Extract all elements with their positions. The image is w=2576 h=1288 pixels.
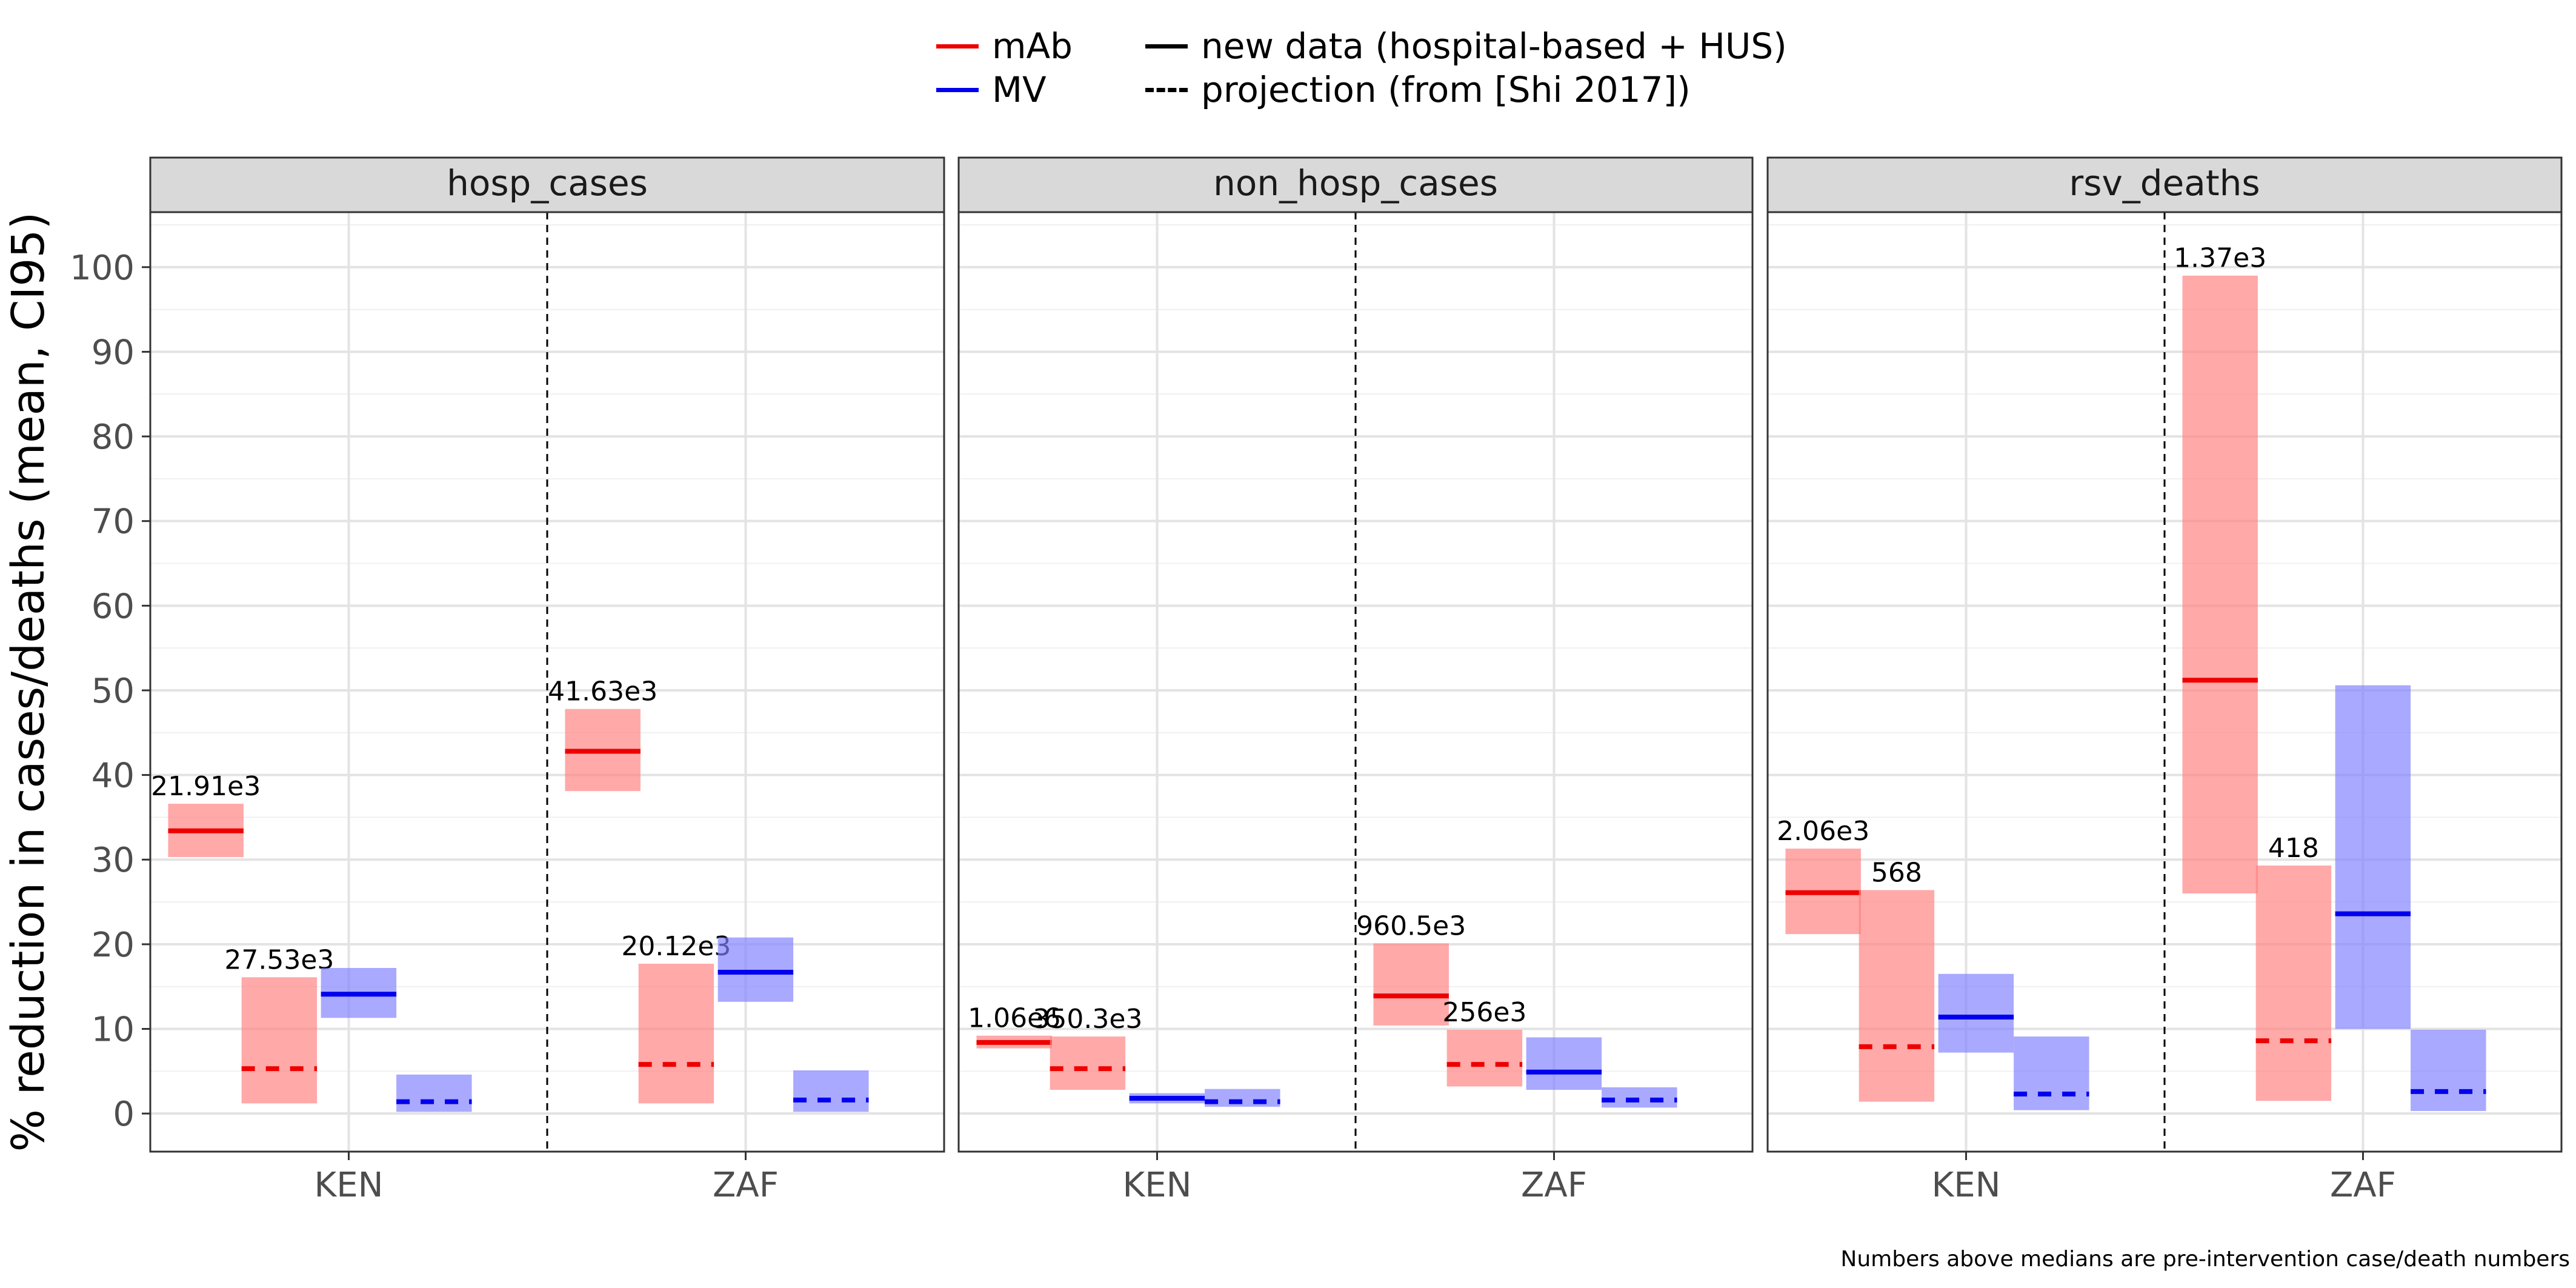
ci-box-mv-zaf <box>2411 1029 2486 1111</box>
data-label: 20.12e3 <box>621 931 731 962</box>
ci-box-mab-zaf <box>2255 866 2332 1101</box>
y-tick-label: 20 <box>92 926 135 965</box>
x-tick-label-zaf: ZAF <box>1521 1166 1587 1205</box>
panel-border <box>957 211 1754 1153</box>
ci-box-mab-zaf <box>638 964 714 1104</box>
x-tick-label-ken: KEN <box>1932 1166 2001 1205</box>
x-tick-label-zaf: ZAF <box>713 1166 779 1205</box>
ci-box-mv-ken <box>1938 973 2014 1053</box>
data-label: 256e3 <box>1442 997 1526 1028</box>
y-tick-label: 50 <box>92 672 135 711</box>
legend-swatch-dashed <box>1145 87 1188 92</box>
y-tick-label: 40 <box>92 756 135 796</box>
panel-strip <box>149 156 945 213</box>
ci-box-mab-ken <box>241 977 318 1104</box>
panel-title-rsv_deaths: rsv_deaths <box>2069 162 2260 204</box>
y-tick-label: 80 <box>92 418 135 457</box>
legend-label-mv: MV <box>992 69 1047 110</box>
y-tick-label: 100 <box>70 249 135 288</box>
legend-entry-mv: MV <box>936 68 1073 112</box>
panel-strip <box>957 156 1754 213</box>
legend-label-solid: new data (hospital-based + HUS) <box>1201 25 1787 67</box>
y-tick-label: 0 <box>113 1095 135 1134</box>
legend-swatch-mab <box>936 44 979 48</box>
legend-entry-solid: new data (hospital-based + HUS) <box>1145 24 1787 68</box>
ci-box-mv-zaf <box>717 937 794 1002</box>
legend-linetype: new data (hospital-based + HUS) projecti… <box>1145 24 1787 112</box>
panel-border <box>1766 211 2563 1153</box>
data-label: 1.06e6 <box>968 1003 1060 1034</box>
x-tick-label-ken: KEN <box>315 1166 384 1205</box>
ci-box-mv-zaf <box>793 1070 869 1112</box>
data-label: 27.53e3 <box>224 944 334 975</box>
y-tick-label: 70 <box>92 502 135 542</box>
data-label: 41.63e3 <box>548 676 657 707</box>
legend-entry-dashed: projection (from [Shi 2017]) <box>1145 68 1787 112</box>
ci-box-mab-zaf <box>2182 275 2258 894</box>
ci-box-mab-zaf <box>1373 943 1449 1026</box>
ci-box-mv-zaf <box>1526 1037 1602 1090</box>
ci-box-mv-ken <box>2014 1036 2089 1110</box>
data-label: 1.37e3 <box>2174 243 2266 274</box>
ci-box-mv-zaf <box>1602 1087 1677 1108</box>
y-tick-label: 30 <box>92 841 135 880</box>
ci-box-mab-ken <box>1859 890 1935 1102</box>
data-label: 418 <box>2268 833 2319 864</box>
legend-entry-mab: mAb <box>936 24 1073 68</box>
panel-title-hosp_cases: hosp_cases <box>447 162 648 204</box>
data-label: 21.91e3 <box>151 771 261 802</box>
legend-swatch-solid <box>1145 44 1188 48</box>
x-tick-label-zaf: ZAF <box>2330 1166 2396 1205</box>
y-axis-title: % reduction in cases/deaths (mean, CI95) <box>2 212 55 1152</box>
data-label: 960.5e3 <box>1356 910 1466 941</box>
ci-box-mab-ken <box>1050 1036 1126 1090</box>
data-label: 350.3e3 <box>1033 1004 1142 1035</box>
legend-swatch-mv <box>936 87 979 92</box>
ci-box-mv-ken <box>396 1074 472 1112</box>
chart-caption: Numbers above medians are pre-interventi… <box>1840 1247 2570 1272</box>
y-tick-label: 60 <box>92 587 135 626</box>
panel-border <box>149 211 945 1153</box>
ci-box-mv-zaf <box>2335 685 2411 1029</box>
legend-label-dashed: projection (from [Shi 2017]) <box>1201 69 1691 110</box>
ci-box-mab-zaf <box>1446 1029 1523 1087</box>
legend-label-mab: mAb <box>992 25 1073 67</box>
panel-strip <box>1766 156 2563 213</box>
y-tick-label: 10 <box>92 1010 135 1050</box>
data-label: 2.06e3 <box>1777 816 1869 847</box>
legend: mAb MV <box>936 24 1073 112</box>
panel-title-non_hosp_cases: non_hosp_cases <box>1213 162 1498 204</box>
y-tick-label: 90 <box>92 333 135 372</box>
x-tick-label-ken: KEN <box>1123 1166 1192 1205</box>
data-label: 568 <box>1871 858 1922 889</box>
